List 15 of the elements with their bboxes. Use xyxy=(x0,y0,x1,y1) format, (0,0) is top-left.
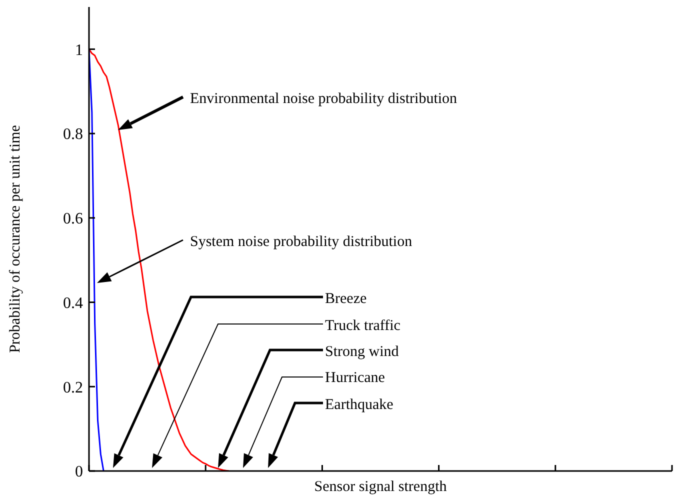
y-tick-label: 0 xyxy=(75,464,83,481)
y-tick-label: 0.8 xyxy=(63,126,83,144)
annotation: Earthquake xyxy=(325,397,394,413)
x-axis-title: Sensor signal strength xyxy=(314,479,448,495)
annotation: Breeze xyxy=(325,291,367,307)
y-tick-label: 0.4 xyxy=(63,294,83,312)
y-tick-label: 1 xyxy=(75,42,83,59)
annotation: Truck traffic xyxy=(325,318,401,334)
y-tick-label: 0.2 xyxy=(63,379,83,396)
y-axis-title: Probability of occurance per unit time xyxy=(7,124,24,353)
annotation: Environmental noise probability distribution xyxy=(190,91,458,107)
annotation: Hurricane xyxy=(325,370,386,386)
annotation: System noise probability distribution xyxy=(190,234,413,250)
y-tick-label: 0.6 xyxy=(63,210,83,228)
annotation: Strong wind xyxy=(325,344,400,360)
